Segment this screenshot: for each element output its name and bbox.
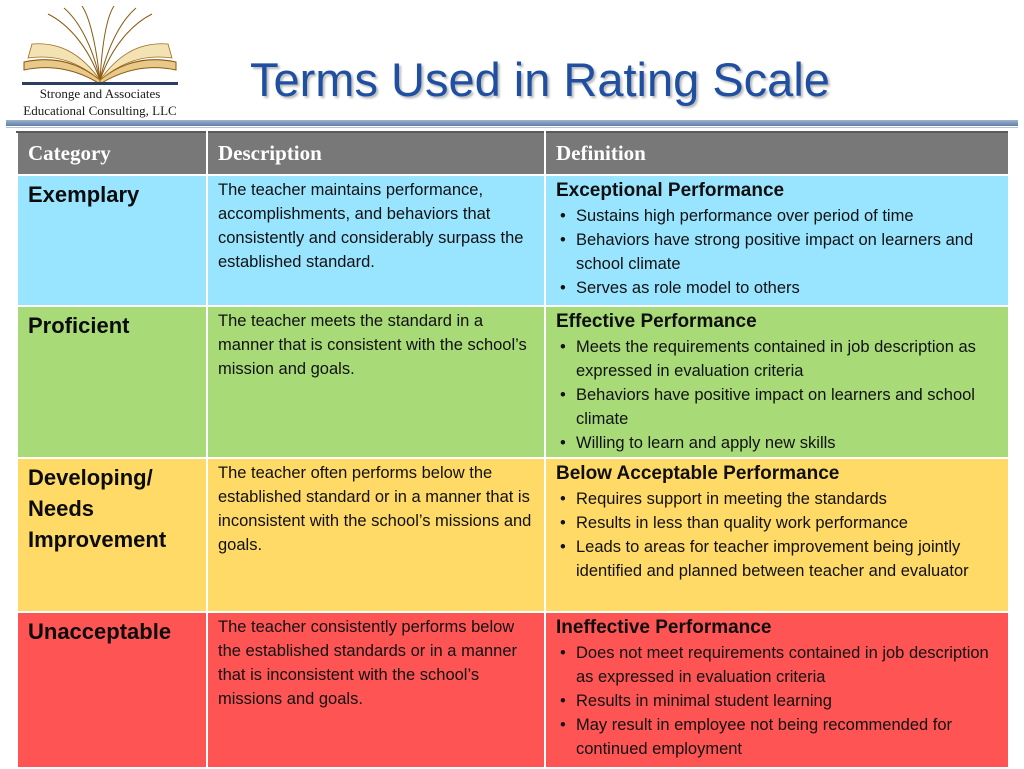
definition-bullets: Requires support in meeting the standard…	[556, 487, 998, 583]
table-row-developing: Developing/ Needs Improvement The teache…	[16, 457, 1010, 613]
list-item: Serves as role model to others	[560, 276, 998, 300]
list-item: Requires support in meeting the standard…	[560, 487, 998, 511]
definition-cell: Effective Performance Meets the requirem…	[544, 305, 1010, 459]
page-title: Terms Used in Rating Scale	[250, 53, 830, 106]
definition-title: Exceptional Performance	[556, 180, 785, 201]
description-cell: The teacher consistently performs below …	[206, 611, 546, 769]
definition-bullets: Does not meet requirements contained in …	[556, 641, 998, 761]
category-label-line-3: Improvement	[28, 527, 167, 552]
list-item: Results in less than quality work perfor…	[560, 511, 998, 535]
category-cell: Unacceptable	[16, 611, 208, 769]
open-book-icon	[22, 6, 178, 85]
column-header-description: Description	[206, 131, 546, 176]
column-header-category: Category	[16, 131, 208, 176]
list-item: Sustains high performance over period of…	[560, 204, 998, 228]
category-label-line-2: Needs	[28, 496, 95, 521]
description-cell: The teacher often performs below the est…	[206, 457, 546, 613]
list-item: Meets the requirements contained in job …	[560, 335, 998, 383]
definition-cell: Exceptional Performance Sustains high pe…	[544, 174, 1010, 307]
category-label: Exemplary	[28, 182, 140, 207]
table-row-unacceptable: Unacceptable The teacher consistently pe…	[16, 611, 1010, 769]
table-row-exemplary: Exemplary The teacher maintains performa…	[16, 174, 1010, 307]
definition-bullets: Sustains high performance over period of…	[556, 204, 998, 300]
list-item: Willing to learn and apply new skills	[560, 431, 998, 455]
logo-line-2: Educational Consulting, LLC	[23, 103, 177, 118]
column-header-definition: Definition	[544, 131, 1010, 176]
list-item: Leads to areas for teacher improvement b…	[560, 535, 998, 583]
definition-title: Below Acceptable Performance	[556, 463, 840, 484]
category-label-line-1: Developing/	[28, 465, 153, 490]
definition-cell: Below Acceptable Performance Requires su…	[544, 457, 1010, 613]
list-item: Results in minimal student learning	[560, 689, 998, 713]
table-header-row: Category Description Definition	[16, 131, 1010, 176]
company-logo: Stronge and Associates Educational Consu…	[0, 0, 200, 122]
table-row-proficient: Proficient The teacher meets the standar…	[16, 305, 1010, 459]
definition-cell: Ineffective Performance Does not meet re…	[544, 611, 1010, 769]
logo-line-1: Stronge and Associates	[39, 86, 161, 101]
category-cell: Proficient	[16, 305, 208, 459]
header-divider-thin	[6, 127, 1018, 128]
list-item: May result in employee not being recomme…	[560, 713, 998, 761]
list-item: Behaviors have positive impact on learne…	[560, 383, 998, 431]
definition-bullets: Meets the requirements contained in job …	[556, 335, 998, 455]
rating-scale-table: Category Description Definition Exemplar…	[16, 131, 1010, 769]
category-label: Proficient	[28, 313, 130, 338]
list-item: Behaviors have strong positive impact on…	[560, 228, 998, 276]
definition-title: Effective Performance	[556, 311, 757, 332]
header-divider	[6, 120, 1018, 126]
category-cell: Developing/ Needs Improvement	[16, 457, 208, 613]
category-cell: Exemplary	[16, 174, 208, 307]
list-item: Does not meet requirements contained in …	[560, 641, 998, 689]
definition-title: Ineffective Performance	[556, 617, 772, 638]
category-label: Unacceptable	[28, 619, 172, 644]
description-cell: The teacher meets the standard in a mann…	[206, 305, 546, 459]
description-cell: The teacher maintains performance, accom…	[206, 174, 546, 307]
